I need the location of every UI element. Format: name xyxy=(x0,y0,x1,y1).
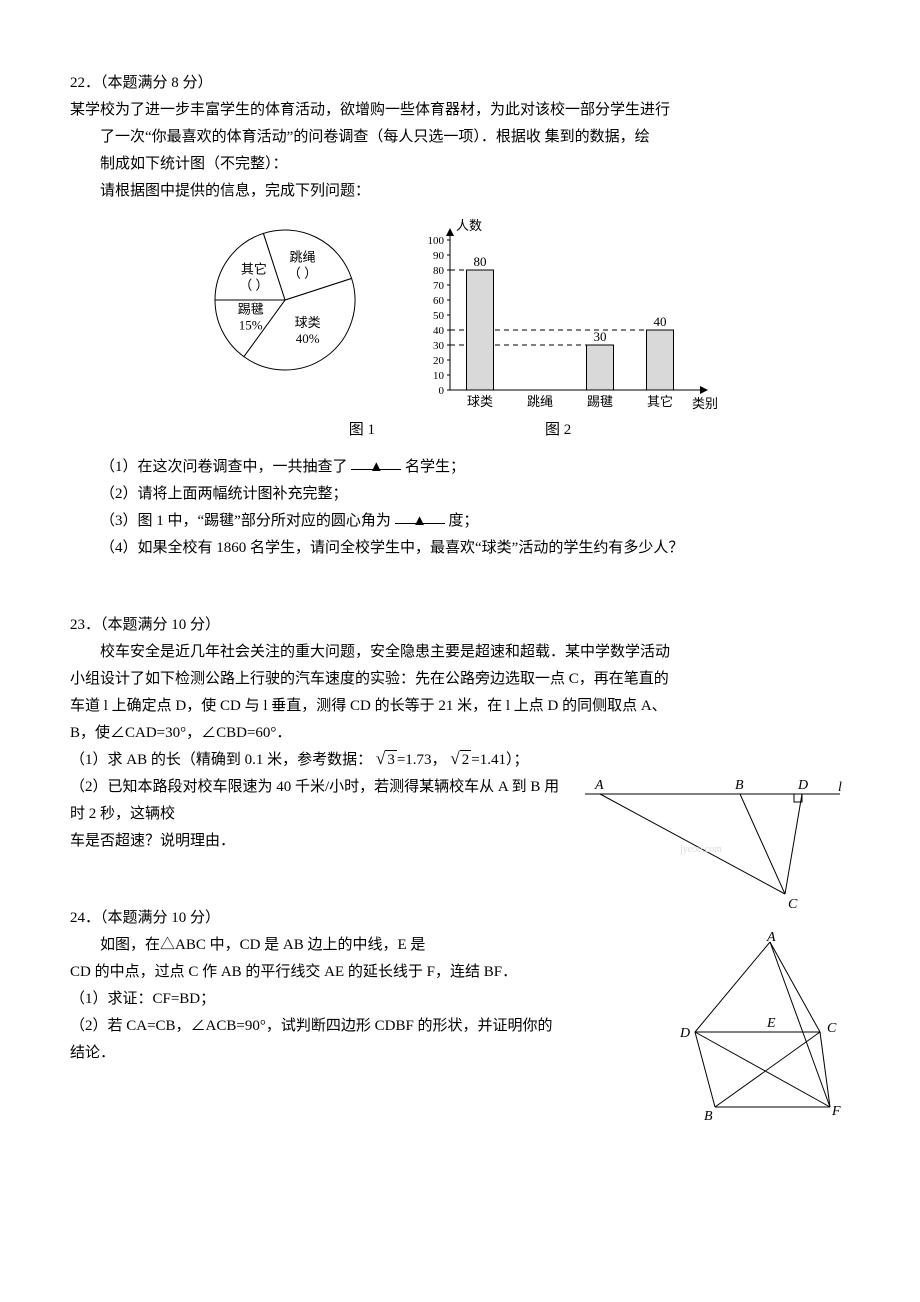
q22-sub2: （2）请将上面两幅统计图补充完整； xyxy=(70,481,850,508)
label-A24: A xyxy=(766,932,776,945)
svg-text:80: 80 xyxy=(474,254,487,269)
blank-1: ▲ xyxy=(351,454,401,470)
q23-heading: 23．（本题满分 10 分） xyxy=(70,612,850,639)
q22-sub4: （4）如果全校有 1860 名学生，请问全校学生中，最喜欢“球类”活动的学生约有… xyxy=(70,535,850,562)
label-C: C xyxy=(788,897,798,912)
svg-text:（ ）: （ ） xyxy=(239,277,268,292)
svg-text:人数: 人数 xyxy=(456,218,482,233)
svg-text:60: 60 xyxy=(433,295,445,307)
svg-text:15%: 15% xyxy=(239,317,263,332)
svg-text:球类: 球类 xyxy=(467,394,493,409)
q23-sub1-a: （1）求 AB 的长（精确到 0.1 米，参考数据： xyxy=(70,752,372,768)
label-B24: B xyxy=(704,1109,713,1122)
svg-text:跳绳: 跳绳 xyxy=(289,250,315,265)
blank-2: ▲ xyxy=(395,508,445,524)
svg-text:100: 100 xyxy=(428,235,445,247)
q23-p3: 车道 l 上确定点 D，使 CD 与 l 垂直，测得 CD 的长等于 21 米，… xyxy=(70,693,850,720)
q23-p1: 校车安全是近几年社会关注的重大问题，安全隐患主要是超速和超载．某中学数学活动 xyxy=(70,639,850,666)
svg-text:70: 70 xyxy=(433,280,445,292)
svg-text:球类: 球类 xyxy=(295,315,321,330)
svg-text:（ ）: （ ） xyxy=(288,266,317,281)
label-C24: C xyxy=(827,1021,837,1036)
q22-sub1: （1）在这次问卷调查中，一共抽查了 ▲ 名学生； xyxy=(70,454,850,481)
q22-sub3: （3）图 1 中，“踢毽”部分所对应的圆心角为 ▲ 度； xyxy=(70,508,850,535)
q23-p2: 小组设计了如下检测公路上行驶的汽车速度的实验：先在公路旁边选取一点 C，再在笔直… xyxy=(70,666,850,693)
q22-intro-3: 制成如下统计图（不完整）： xyxy=(70,151,850,178)
q23-sub1: （1）求 AB 的长（精确到 0.1 米，参考数据： √3=1.73， √2=1… xyxy=(70,747,850,774)
q22-intro-4: 请根据图中提供的信息，完成下列问题： xyxy=(70,178,850,205)
sqrt2: √2 xyxy=(450,750,471,769)
svg-text:80: 80 xyxy=(433,265,445,277)
label-F24: F xyxy=(831,1104,841,1119)
bar-caption: 图 2 xyxy=(545,417,571,444)
sqrt3: √3 xyxy=(376,750,397,769)
q22-intro-2: 了一次“你最喜欢的体育活动”的问卷调查（每人只选一项）．根据收 集到的数据，绘 xyxy=(70,124,850,151)
bar-chart: 0 10 20 30 40 50 60 70 80 90 100 人数类别 80 球类 跳绳 30 踢毽 40 其… xyxy=(405,215,725,415)
pie-chart: 球类40%跳绳（ ）其它（ ）踢毽15% xyxy=(200,215,370,385)
svg-text:其它: 其它 xyxy=(647,394,673,409)
svg-text:跳绳: 跳绳 xyxy=(527,394,553,409)
svg-text:0: 0 xyxy=(439,385,445,397)
svg-text:90: 90 xyxy=(433,250,445,262)
svg-text:类别: 类别 xyxy=(692,396,718,411)
q22-sub1-a: （1）在这次问卷调查中，一共抽查了 xyxy=(100,459,348,475)
pie-caption: 图 1 xyxy=(349,417,375,444)
q22-sub3-a: （3）图 1 中，“踢毽”部分所对应的圆心角为 xyxy=(100,513,391,529)
sqrt3-val: =1.73， xyxy=(397,752,447,768)
svg-text:踢毽: 踢毽 xyxy=(238,301,264,316)
q22-intro-1: 某学校为了进一步丰富学生的体育活动，欲增购一些体育器材，为此对该校一部分学生进行 xyxy=(70,97,850,124)
q22-sub1-b: 名学生； xyxy=(405,459,465,475)
svg-text:50: 50 xyxy=(433,310,445,322)
watermark: jyeoo.com xyxy=(679,844,722,855)
svg-text:踢毽: 踢毽 xyxy=(587,394,613,409)
sqrt2-val: =1.41）； xyxy=(471,752,528,768)
svg-text:30: 30 xyxy=(433,340,445,352)
q24-diagram: A D E C B F xyxy=(670,932,850,1122)
q23-diagram: A B D l C jyeoo.com xyxy=(580,774,850,914)
svg-text:其它: 其它 xyxy=(241,261,267,276)
label-A: A xyxy=(594,778,604,793)
svg-text:40: 40 xyxy=(654,314,667,329)
label-B: B xyxy=(735,778,744,793)
label-D: D xyxy=(797,778,808,793)
svg-text:10: 10 xyxy=(433,370,445,382)
svg-text:40%: 40% xyxy=(296,331,320,346)
q23-p4: B，使∠CAD=30°，∠CBD=60°． xyxy=(70,720,850,747)
svg-text:30: 30 xyxy=(594,329,607,344)
label-D24: D xyxy=(679,1026,690,1041)
svg-text:40: 40 xyxy=(433,325,445,337)
q22-heading: 22．（本题满分 8 分） xyxy=(70,70,850,97)
q22-sub3-b: 度； xyxy=(448,513,478,529)
label-E24: E xyxy=(766,1016,776,1031)
svg-text:20: 20 xyxy=(433,355,445,367)
label-l: l xyxy=(838,780,842,795)
